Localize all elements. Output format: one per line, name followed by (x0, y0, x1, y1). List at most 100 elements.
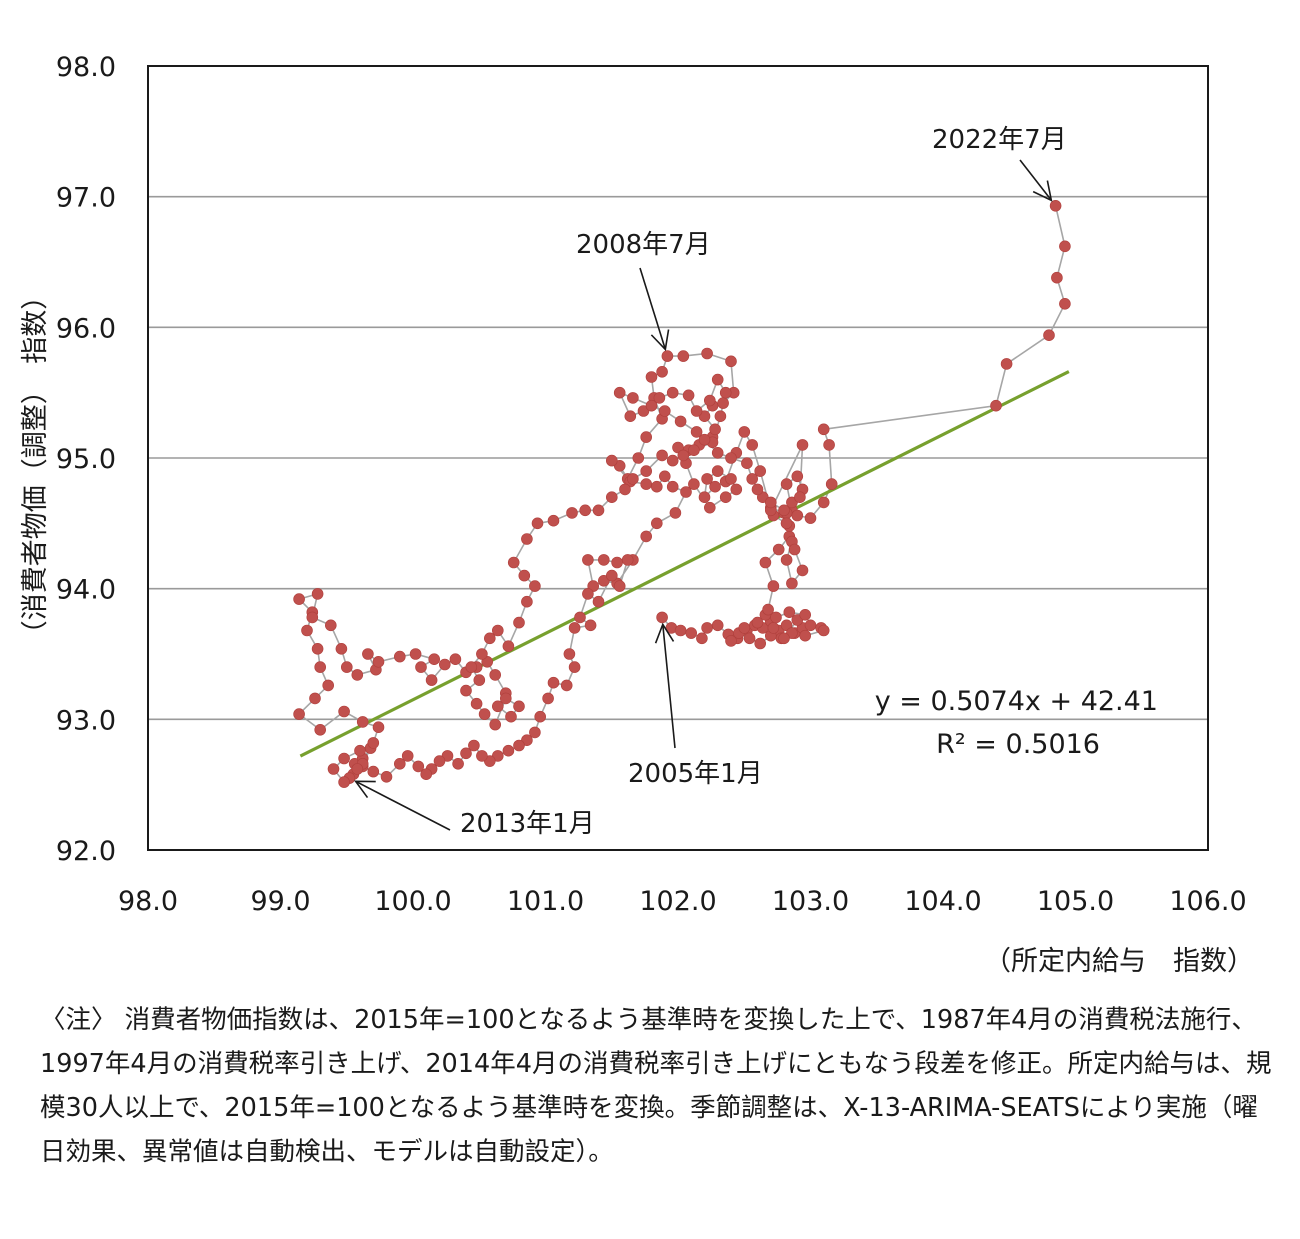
data-point (489, 718, 502, 731)
data-point (433, 755, 446, 767)
data-point (518, 569, 531, 582)
data-point (611, 556, 623, 569)
data-point (767, 580, 780, 592)
data-point (786, 577, 798, 590)
plot-area-border (147, 65, 1209, 851)
data-point (783, 606, 796, 619)
data-point (632, 452, 645, 464)
data-point (640, 478, 653, 490)
x-tick-label: 100.0 (374, 886, 451, 917)
data-point (409, 648, 422, 660)
data-point (563, 648, 576, 660)
data-point (513, 700, 525, 713)
data-point (817, 624, 830, 637)
data-point (491, 624, 504, 637)
data-point (1059, 297, 1071, 310)
y-tick-label: 95.0 (56, 444, 116, 475)
data-point (666, 386, 679, 399)
data-point (521, 595, 533, 608)
annotation-2022-07: 2022年7月 (932, 125, 1067, 155)
data-point (746, 473, 759, 485)
data-point (483, 632, 496, 645)
data-point (741, 457, 753, 470)
data-point (817, 496, 830, 509)
data-point (738, 426, 751, 438)
data-point (711, 373, 724, 386)
annotation-arrow (654, 622, 676, 749)
data-point (393, 650, 406, 663)
data-point (584, 619, 597, 632)
data-point (476, 750, 488, 762)
data-point (476, 648, 488, 660)
data-point (579, 504, 592, 517)
data-point (759, 556, 772, 569)
data-point (306, 611, 319, 624)
data-point (1051, 271, 1063, 284)
data-point (719, 491, 732, 504)
footnote: 〈注〉 消費者物価指数は、2015年=100となるよう基準時を変換した上で、19… (40, 1005, 1272, 1167)
data-point (682, 389, 695, 402)
data-point (420, 768, 433, 781)
data-point (335, 642, 348, 655)
data-point (351, 763, 364, 775)
data-point (637, 405, 650, 417)
data-point (751, 616, 764, 629)
data-point (725, 355, 737, 368)
data-point (751, 483, 764, 496)
data-point (754, 465, 767, 477)
data-point (314, 723, 327, 736)
data-point (690, 426, 703, 438)
data-point (401, 750, 414, 762)
data-point (529, 726, 541, 739)
data-point (380, 770, 393, 783)
data-point (322, 679, 335, 692)
data-point (301, 624, 313, 637)
data-point (499, 692, 512, 705)
data-point (621, 554, 634, 566)
data-point (677, 350, 690, 362)
data-point (640, 530, 653, 543)
data-point (534, 710, 547, 723)
data-point (531, 517, 544, 530)
data-point (804, 512, 817, 524)
data-point (778, 504, 790, 517)
data-point (717, 397, 729, 409)
data-points (293, 200, 1071, 788)
annotation-2005-01: 2005年1月 (628, 759, 763, 789)
annotation-arrow (354, 780, 451, 831)
data-point (666, 454, 679, 467)
x-axis-ticks: 98.0 99.0 100.0 101.0 102.0 103.0 104.0 105.0 10… (118, 886, 1247, 917)
data-point (367, 765, 380, 778)
data-point (823, 439, 835, 451)
data-point (513, 739, 525, 752)
data-point (714, 410, 727, 423)
x-tick-label: 98.0 (118, 886, 178, 917)
data-point (701, 622, 713, 634)
data-point (796, 564, 809, 577)
data-point (725, 635, 737, 647)
y-axis-ticks: 92.0 93.0 94.0 95.0 96.0 97.0 98.0 (56, 52, 116, 867)
data-point (711, 465, 724, 477)
data-point (674, 415, 687, 428)
data-point (990, 399, 1002, 412)
data-point (738, 622, 751, 634)
data-point (505, 710, 517, 723)
x-tick-label: 106.0 (1169, 886, 1246, 917)
data-point (703, 394, 716, 407)
data-point (817, 423, 830, 436)
annotation-arrow (1019, 159, 1053, 202)
data-point (502, 640, 515, 653)
data-point (709, 480, 721, 493)
data-point (438, 658, 451, 671)
data-point (780, 478, 793, 490)
data-point (780, 554, 793, 566)
data-point (711, 619, 724, 632)
data-point (796, 439, 809, 451)
data-point (764, 496, 777, 509)
y-tick-label: 92.0 (56, 836, 116, 867)
data-point (425, 674, 438, 686)
data-point (746, 439, 759, 451)
data-point (688, 444, 700, 457)
data-point (640, 465, 653, 477)
data-point (356, 716, 369, 728)
